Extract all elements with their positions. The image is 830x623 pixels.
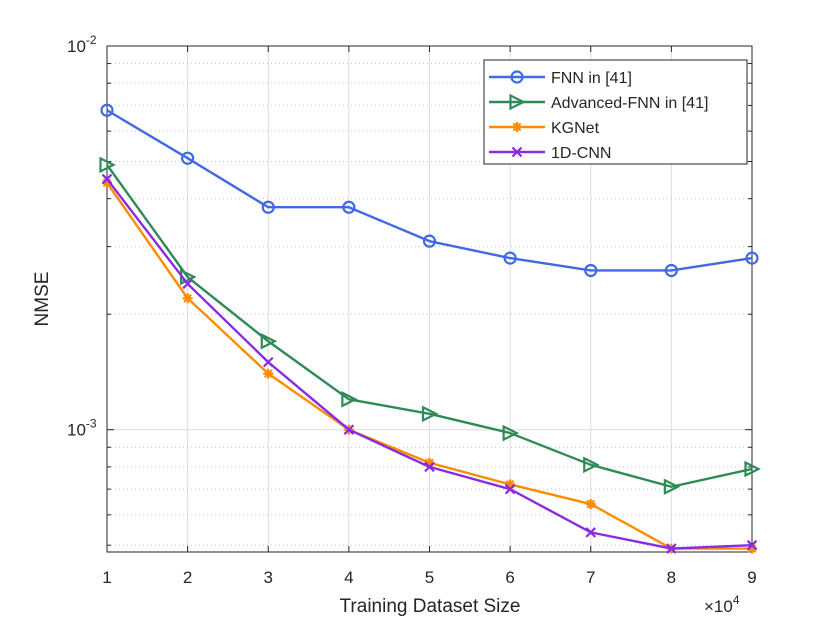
data-point-1d-cnn: [666, 543, 677, 554]
data-point-kgnet: [102, 177, 112, 188]
x-axis-label: Training Dataset Size: [340, 596, 521, 617]
series-lines: [99, 103, 761, 554]
data-point-1d-cnn: [182, 278, 193, 290]
x-tick-label: 4: [344, 568, 353, 587]
legend-marker-1d-cnn: [511, 146, 523, 158]
data-point-fnn-in-41: [181, 151, 195, 165]
y-axis-label: NMSE: [32, 272, 53, 327]
x-tick-label: 3: [264, 568, 273, 587]
x-tick-label: 6: [505, 568, 514, 587]
legend-entry-fnn-in-41: FNN in [41]: [489, 70, 632, 87]
x-tick-label: 2: [183, 568, 192, 587]
data-point-fnn-in-41: [664, 263, 678, 278]
data-point-advanced-fnn-in-41: [744, 460, 761, 478]
legend-entry-advanced-fnn-in-41: Advanced-FNN in [41]: [489, 93, 708, 112]
series-fnn-in-41: [100, 103, 759, 278]
data-point-advanced-fnn-in-41: [583, 456, 600, 474]
legend-marker-advanced-fnn-in-41: [509, 93, 526, 111]
legend-label-advanced-fnn-in-41: Advanced-FNN in [41]: [551, 95, 708, 112]
data-point-1d-cnn: [424, 461, 435, 473]
data-point-1d-cnn: [504, 483, 516, 495]
data-point-advanced-fnn-in-41: [421, 405, 439, 423]
data-point-1d-cnn: [343, 424, 355, 435]
x-tick-label: 1: [102, 568, 111, 587]
data-point-fnn-in-41: [342, 200, 356, 214]
y-tick-label: 10-3: [67, 417, 97, 440]
data-point-1d-cnn: [746, 539, 758, 551]
legend-label-kgnet: KGNet: [551, 120, 600, 137]
series-1d-cnn: [101, 173, 758, 554]
series-line-advanced-fnn-in-41: [106, 164, 753, 488]
data-point-kgnet: [505, 479, 516, 490]
data-point-kgnet: [263, 368, 274, 379]
legend-marker-kgnet: [512, 122, 522, 132]
data-point-advanced-fnn-in-41: [99, 156, 116, 174]
x-multiplier-label: ×104: [704, 593, 740, 616]
data-point-advanced-fnn-in-41: [341, 391, 358, 408]
series-kgnet: [102, 177, 757, 554]
y-tick-label: 10-2: [67, 33, 97, 56]
y-tick-labels: 10-2 10-3: [67, 33, 97, 440]
series-line-fnn-in-41: [106, 109, 753, 272]
data-point-fnn-in-41: [745, 251, 759, 265]
legend-entry-1d-cnn: 1D-CNN: [489, 145, 611, 162]
x-tick-label: 9: [747, 568, 756, 587]
data-point-kgnet: [424, 457, 435, 468]
legend: FNN in [41] Advanced-FNN in [41] KGNet 1D-C…: [483, 59, 748, 165]
data-point-advanced-fnn-in-41: [502, 424, 520, 442]
data-point-kgnet: [585, 499, 596, 510]
data-point-fnn-in-41: [422, 234, 437, 248]
data-point-kgnet: [182, 293, 193, 304]
data-point-1d-cnn: [585, 527, 597, 538]
data-point-fnn-in-41: [100, 103, 114, 117]
data-point-kgnet: [747, 543, 757, 554]
data-point-fnn-in-41: [584, 263, 598, 278]
data-point-advanced-fnn-in-41: [260, 332, 278, 350]
legend-label-fnn-in-41: FNN in [41]: [551, 70, 632, 87]
data-point-advanced-fnn-in-41: [663, 478, 681, 496]
data-point-1d-cnn: [101, 173, 113, 185]
x-tick-label: 8: [667, 568, 676, 587]
data-point-fnn-in-41: [503, 251, 517, 265]
data-point-fnn-in-41: [261, 200, 275, 214]
x-tick-labels: 1 2 3 4 5 6 7 8 9: [102, 568, 756, 587]
x-tick-label: 7: [586, 568, 595, 587]
legend-label-1d-cnn: 1D-CNN: [551, 145, 611, 162]
series-advanced-fnn-in-41: [99, 156, 761, 496]
legend-marker-fnn-in-41: [510, 70, 524, 84]
data-point-1d-cnn: [262, 356, 274, 368]
legend-entry-kgnet: KGNet: [489, 120, 600, 137]
x-tick-label: 5: [425, 568, 434, 587]
